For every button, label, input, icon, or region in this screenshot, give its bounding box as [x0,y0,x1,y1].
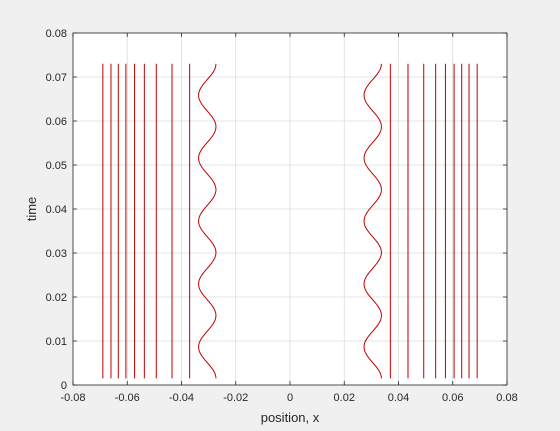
y-tick-label: 0.04 [46,204,67,216]
x-axis-label: position, x [261,410,320,425]
y-tick-label: 0.01 [46,336,67,348]
y-tick-label: 0.02 [46,292,67,304]
y-tick-label: 0 [61,380,67,392]
x-tick-labels: -0.08 -0.06 -0.04 -0.02 0 0.02 0.04 0.06 0.08 [60,392,517,404]
x-tick-label: -0.08 [60,392,85,404]
x-tick-label: -0.04 [169,392,194,404]
y-tick-labels: 0 0.01 0.02 0.03 0.04 0.05 0.06 0.07 0.08 [46,28,67,392]
x-tick-label: 0 [287,392,293,404]
y-axis-label: time [24,197,39,222]
x-tick-label: -0.06 [115,392,140,404]
x-tick-label: 0.06 [442,392,463,404]
tick-marks [72,32,508,386]
oscillating-series-line [198,63,217,379]
x-tick-label: -0.02 [223,392,248,404]
x-tick-label: 0.02 [334,392,355,404]
y-tick-label: 0.03 [46,248,67,260]
y-tick-label: 0.06 [46,116,67,128]
y-tick-label: 0.07 [46,72,67,84]
oscillating-series-line [363,63,382,379]
x-tick-label: 0.04 [388,392,409,404]
series-lines [102,63,478,379]
y-tick-label: 0.08 [46,28,67,40]
y-tick-label: 0.05 [46,160,67,172]
x-tick-label: 0.08 [496,392,517,404]
